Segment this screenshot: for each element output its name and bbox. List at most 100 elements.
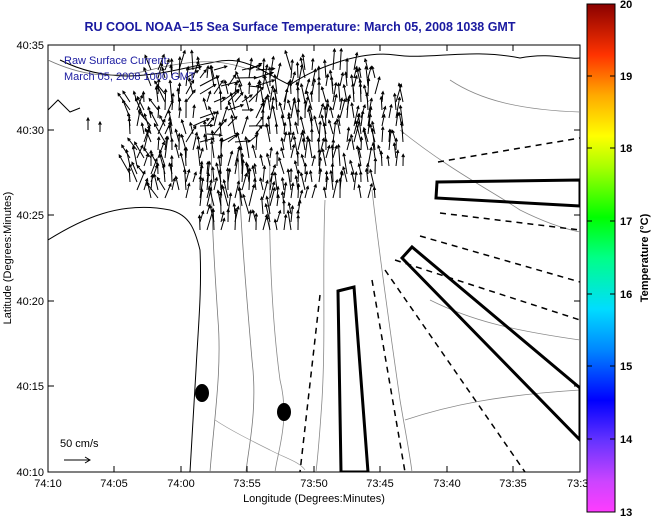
current-vector xyxy=(308,169,313,183)
current-vector xyxy=(190,49,194,71)
current-vector xyxy=(180,118,187,135)
current-vector xyxy=(267,66,272,87)
current-vector xyxy=(275,150,279,167)
current-vector xyxy=(174,143,180,159)
current-vector xyxy=(299,56,306,79)
current-vector xyxy=(150,110,159,127)
current-vector xyxy=(263,74,271,95)
current-vector xyxy=(206,65,210,79)
current-vector xyxy=(153,80,166,95)
current-vector xyxy=(269,186,276,207)
current-vector xyxy=(271,105,278,127)
current-vector xyxy=(332,81,338,103)
current-vector xyxy=(273,218,278,231)
current-vector xyxy=(283,213,288,231)
current-vector xyxy=(127,117,132,135)
current-vector xyxy=(168,79,173,103)
current-vector xyxy=(380,125,385,143)
current-vector xyxy=(358,170,363,183)
current-vector xyxy=(339,97,347,119)
current-vector xyxy=(153,173,159,191)
current-vector xyxy=(325,175,329,191)
map-title: RU COOL NOAA–15 Sea Surface Temperature:… xyxy=(84,20,516,34)
current-vector xyxy=(230,114,236,135)
x-tick-label: 74:10 xyxy=(34,478,62,490)
current-vector xyxy=(241,94,253,103)
current-vector xyxy=(192,171,197,183)
current-vector xyxy=(199,123,214,128)
current-vector xyxy=(280,146,285,159)
current-vector xyxy=(344,71,348,87)
current-vector xyxy=(234,180,241,199)
current-vector xyxy=(241,115,249,135)
current-vector xyxy=(158,149,166,167)
current-vector xyxy=(154,85,159,103)
current-vector xyxy=(241,172,248,191)
current-vector xyxy=(325,102,330,119)
current-vector xyxy=(325,144,331,159)
current-vector xyxy=(213,96,227,103)
current-vector xyxy=(323,105,327,127)
current-vector xyxy=(372,186,377,199)
current-vector xyxy=(225,167,230,191)
current-vector xyxy=(253,177,257,191)
channel-southeast xyxy=(399,244,580,443)
current-vector xyxy=(255,130,259,151)
current-vector xyxy=(265,122,271,143)
current-vector xyxy=(321,148,327,167)
current-vector xyxy=(283,88,289,111)
current-vector xyxy=(134,97,145,119)
current-vector xyxy=(155,161,160,175)
current-vector xyxy=(398,104,404,127)
current-vector xyxy=(290,58,294,79)
current-vector xyxy=(156,176,166,191)
current-vector xyxy=(244,94,250,111)
current-vector xyxy=(327,119,334,135)
colorbar-gradient xyxy=(586,3,616,513)
current-vector xyxy=(332,178,339,199)
current-vector xyxy=(336,82,341,103)
current-vector xyxy=(143,128,150,151)
current-vector xyxy=(266,93,271,111)
current-vector xyxy=(397,82,404,103)
current-vector xyxy=(301,137,306,151)
current-vector xyxy=(355,145,362,167)
current-vector xyxy=(332,120,338,143)
current-vector xyxy=(273,88,278,111)
current-vector xyxy=(248,57,254,79)
current-vector xyxy=(219,152,224,167)
current-vector xyxy=(238,83,243,95)
current-vector xyxy=(164,182,172,199)
current-vector xyxy=(273,73,278,95)
current-vector xyxy=(260,195,264,215)
colorbar-tick: 14 xyxy=(620,434,633,446)
current-vector xyxy=(280,176,285,191)
current-vector xyxy=(299,115,306,135)
current-vector xyxy=(226,208,230,223)
current-vector xyxy=(359,136,364,151)
station-dot-1 xyxy=(195,384,209,402)
current-vector xyxy=(236,131,243,151)
current-vector xyxy=(177,132,182,151)
current-vector xyxy=(207,185,215,207)
current-vector xyxy=(303,162,308,175)
current-vector xyxy=(234,81,238,95)
current-vector xyxy=(98,120,102,132)
current-vector xyxy=(182,168,187,191)
current-vector xyxy=(183,146,188,167)
current-vector xyxy=(371,120,376,135)
current-vector xyxy=(370,65,376,79)
channel-south xyxy=(336,285,370,472)
current-vector xyxy=(140,121,145,135)
current-vector xyxy=(367,113,372,135)
current-vector xyxy=(196,56,201,71)
current-vector xyxy=(147,105,152,119)
current-vector xyxy=(192,118,211,127)
current-vector xyxy=(251,144,257,159)
current-vector xyxy=(364,65,369,87)
current-vector xyxy=(362,128,369,151)
current-vector xyxy=(342,83,348,103)
current-vector xyxy=(161,163,166,183)
current-vector xyxy=(346,126,351,143)
current-vector xyxy=(269,171,275,191)
